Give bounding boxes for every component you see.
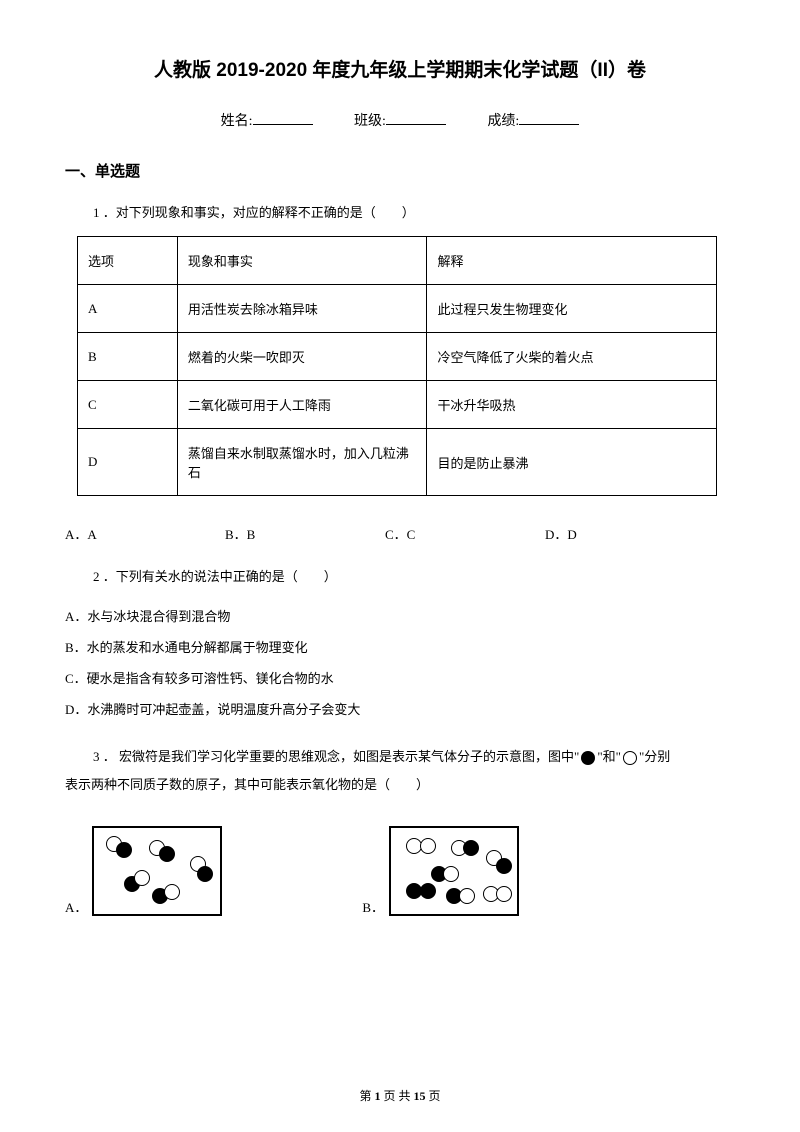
- q2-opt-c: C．硬水是指含有较多可溶性钙、镁化合物的水: [65, 663, 735, 694]
- footer-pre: 第: [359, 1089, 374, 1103]
- score-label: 成绩:: [487, 114, 519, 129]
- diagram-b-wrap: B．: [362, 826, 519, 916]
- table-row: D 蒸馏自来水制取蒸馏水时，加入几粒沸石 目的是防止暴沸: [78, 429, 717, 496]
- total-pages: 15: [414, 1089, 426, 1103]
- th-option: 选项: [78, 237, 178, 285]
- class-blank[interactable]: [386, 124, 446, 125]
- q3-diagrams: A． B．: [65, 826, 735, 916]
- cell: 此过程只发生物理变化: [427, 285, 717, 333]
- q2-text: 2 ．下列有关水的说法中正确的是（ ）: [93, 565, 735, 588]
- q3-mid: "和": [597, 749, 621, 764]
- cell: 用活性炭去除冰箱异味: [177, 285, 427, 333]
- cell: C: [78, 381, 178, 429]
- student-info-line: 姓名: 班级: 成绩:: [65, 110, 735, 130]
- th-explanation: 解释: [427, 237, 717, 285]
- table-row: C 二氧化碳可用于人工降雨 干冰升华吸热: [78, 381, 717, 429]
- opt-c: C．C: [385, 524, 545, 543]
- footer-mid: 页 共: [380, 1089, 413, 1103]
- q3-text: 3 ． 宏微符是我们学习化学重要的思维观念，如图是表示某气体分子的示意图，图中"…: [93, 744, 735, 770]
- name-label: 姓名:: [221, 114, 253, 129]
- q2-opt-d: D．水沸腾时可冲起壶盖，说明温度升高分子会变大: [65, 694, 735, 725]
- black-atom-icon: [420, 883, 436, 899]
- white-atom-icon: [459, 888, 475, 904]
- diagram-a-wrap: A．: [65, 826, 222, 916]
- cell: 燃着的火柴一吹即灭: [177, 333, 427, 381]
- diagram-b-box: [389, 826, 519, 916]
- white-atom-icon: [443, 866, 459, 882]
- opt-d: D．D: [545, 524, 577, 543]
- exam-title: 人教版 2019-2020 年度九年级上学期期末化学试题（II）卷: [65, 55, 735, 82]
- diagram-b-label: B．: [362, 897, 384, 916]
- white-atom-icon: [164, 884, 180, 900]
- opt-b: B．B: [225, 524, 385, 543]
- section-heading: 一、单选题: [65, 160, 735, 181]
- name-blank[interactable]: [253, 124, 313, 125]
- table-row: A 用活性炭去除冰箱异味 此过程只发生物理变化: [78, 285, 717, 333]
- white-atom-icon: [623, 751, 637, 765]
- q3-pre: 3 ． 宏微符是我们学习化学重要的思维观念，如图是表示某气体分子的示意图，图中": [93, 749, 579, 764]
- cell: A: [78, 285, 178, 333]
- black-atom-icon: [463, 840, 479, 856]
- cell: 冷空气降低了火柴的着火点: [427, 333, 717, 381]
- q3-line2: 表示两种不同质子数的原子，其中可能表示氧化物的是（ ）: [65, 772, 735, 798]
- cell: 二氧化碳可用于人工降雨: [177, 381, 427, 429]
- black-atom-icon: [116, 842, 132, 858]
- q1-table: 选项 现象和事实 解释 A 用活性炭去除冰箱异味 此过程只发生物理变化 B 燃着…: [77, 236, 717, 496]
- th-phenomenon: 现象和事实: [177, 237, 427, 285]
- black-atom-icon: [581, 751, 595, 765]
- q3-post: "分别: [639, 749, 670, 764]
- cell: 目的是防止暴沸: [427, 429, 717, 496]
- black-atom-icon: [159, 846, 175, 862]
- table-row: B 燃着的火柴一吹即灭 冷空气降低了火柴的着火点: [78, 333, 717, 381]
- cell: 干冰升华吸热: [427, 381, 717, 429]
- cell: B: [78, 333, 178, 381]
- q1-text: 1 ．对下列现象和事实，对应的解释不正确的是（ ）: [93, 201, 735, 224]
- q2-options: A．水与冰块混合得到混合物 B．水的蒸发和水通电分解都属于物理变化 C．硬水是指…: [65, 601, 735, 726]
- diagram-a-box: [92, 826, 222, 916]
- white-atom-icon: [420, 838, 436, 854]
- score-blank[interactable]: [519, 124, 579, 125]
- table-row: 选项 现象和事实 解释: [78, 237, 717, 285]
- diagram-a-label: A．: [65, 897, 87, 916]
- opt-a: A．A: [65, 524, 225, 543]
- white-atom-icon: [134, 870, 150, 886]
- q1-options: A．A B．B C．C D．D: [65, 524, 735, 543]
- q2-opt-a: A．水与冰块混合得到混合物: [65, 601, 735, 632]
- footer-post: 页: [426, 1089, 441, 1103]
- cell: D: [78, 429, 178, 496]
- black-atom-icon: [197, 866, 213, 882]
- page-footer: 第 1 页 共 15 页: [0, 1087, 800, 1104]
- black-atom-icon: [496, 858, 512, 874]
- q2-opt-b: B．水的蒸发和水通电分解都属于物理变化: [65, 632, 735, 663]
- class-label: 班级:: [354, 114, 386, 129]
- cell: 蒸馏自来水制取蒸馏水时，加入几粒沸石: [177, 429, 427, 496]
- white-atom-icon: [496, 886, 512, 902]
